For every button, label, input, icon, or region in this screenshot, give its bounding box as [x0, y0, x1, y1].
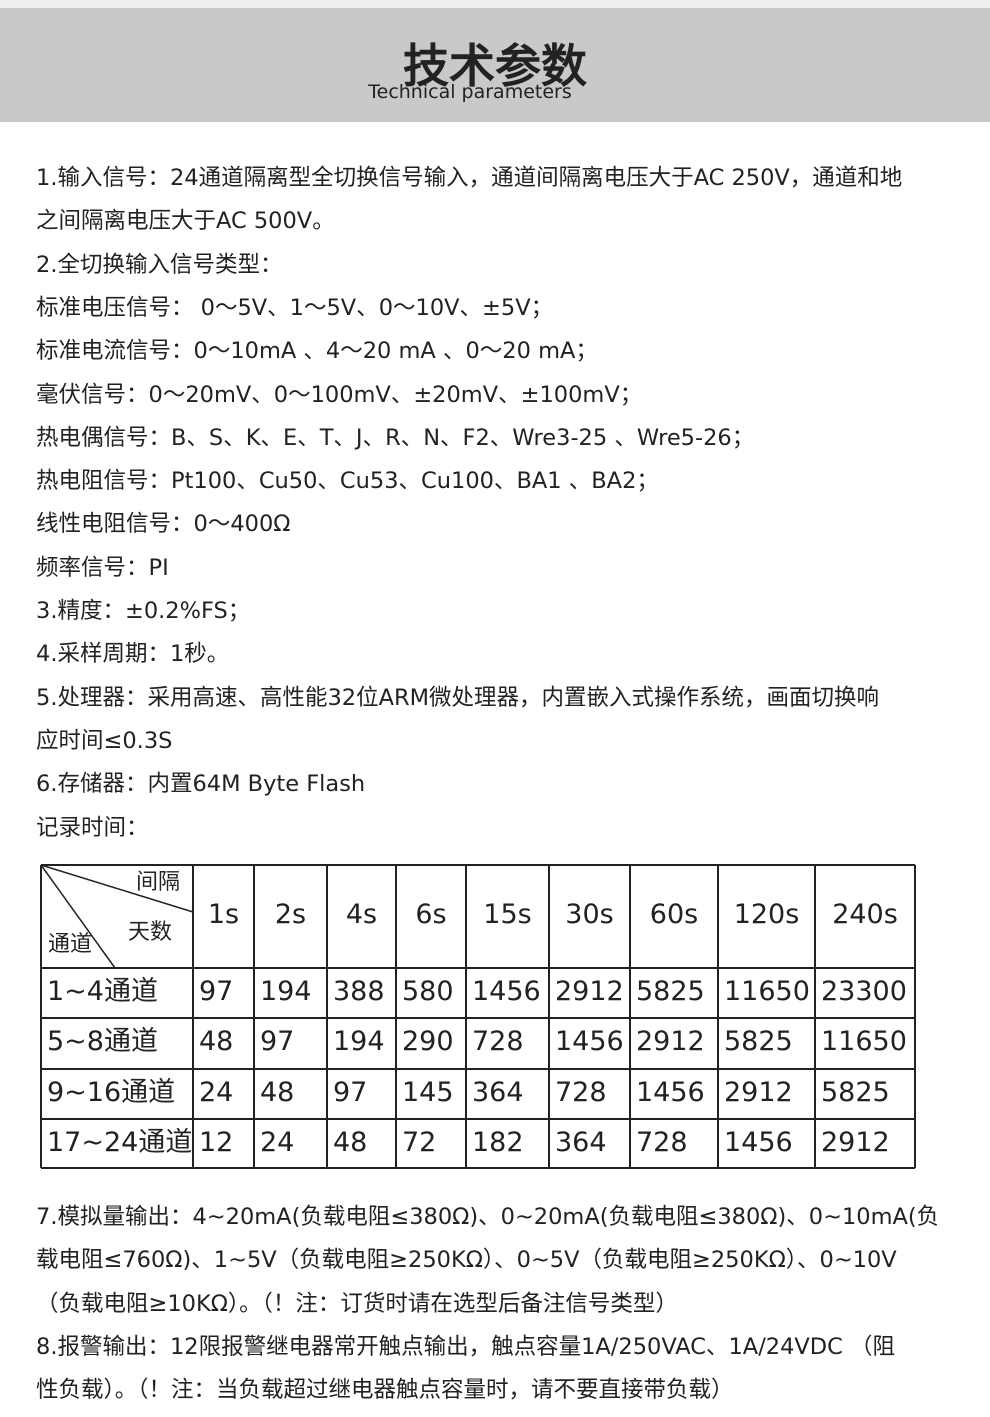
table-cell: 5825: [636, 976, 705, 1007]
text-line: 5.处理器：采用高速、高性能32位ARM微处理器，内置嵌入式操作系统，画面切换响: [36, 684, 880, 711]
table-cell: 24: [199, 1077, 234, 1108]
row-header: 1~4通道: [47, 976, 158, 1007]
table-cell: 290: [402, 1026, 454, 1057]
table-line: [40, 864, 194, 913]
text-line: 标准电压信号： 0～5V、1～5V、0～10V、±5V；: [36, 294, 554, 321]
text-line: 性负载）。（！注：当负载超过继电器触点容量时，请不要直接带负载）: [36, 1377, 734, 1404]
text-line: 频率信号：PI: [36, 554, 169, 581]
table-cell: 1456: [555, 1026, 624, 1057]
column-header: 4s: [345, 899, 378, 930]
table-cell: 23300: [821, 976, 907, 1007]
subtitle: Technical parameters: [368, 81, 572, 103]
text-line: 应时间≤0.3S: [36, 727, 173, 754]
corner-label: 间隔: [136, 870, 181, 895]
table-cell: 5825: [724, 1026, 793, 1057]
column-header: 15s: [483, 899, 532, 930]
text-line: 2.全切换输入信号类型：: [36, 251, 283, 278]
text-line: 载电阻≤760Ω)、1~5V（负载电阻≥250KΩ）、0~5V（负载电阻≥250…: [36, 1247, 897, 1274]
table-cell: 48: [199, 1026, 234, 1057]
text-line: 热电偶信号：B、S、K、E、T、J、R、N、F2、Wre3-25 、Wre5-2…: [36, 424, 755, 451]
table-cell: 24: [260, 1127, 295, 1158]
table-cell: 728: [555, 1077, 607, 1108]
text-line: 之间隔离电压大于AC 500V。: [36, 208, 335, 235]
table-cell: 194: [260, 976, 312, 1007]
column-header: 60s: [649, 899, 699, 930]
top-strip: [0, 0, 990, 8]
table-cell: 728: [636, 1127, 688, 1158]
table-cell: 2912: [555, 976, 624, 1007]
column-header: 6s: [415, 899, 447, 930]
table-cell: 11650: [724, 976, 810, 1007]
text-line: 8.报警输出：12限报警继电器常开触点输出，触点容量1A/250VAC、1A/2…: [36, 1333, 895, 1360]
column-header: 1s: [207, 899, 240, 930]
table-cell: 72: [402, 1127, 437, 1158]
table-cell: 1456: [636, 1077, 705, 1108]
table-cell: 48: [260, 1077, 295, 1108]
table-cell: 580: [402, 976, 454, 1007]
table-cell: 728: [472, 1026, 524, 1057]
table-cell: 1456: [724, 1127, 793, 1158]
table-cell: 5825: [821, 1077, 890, 1108]
table-cell: 388: [333, 976, 385, 1007]
text-line: 6.存储器：内置64M Byte Flash: [36, 771, 366, 798]
row-header: 17~24通道: [47, 1127, 193, 1158]
text-line: 记录时间：: [36, 814, 149, 841]
table-cell: 364: [472, 1077, 524, 1108]
table-cell: 97: [333, 1077, 368, 1108]
row-header: 9~16通道: [47, 1077, 176, 1108]
corner-label: 通道: [48, 932, 93, 957]
text-line: 7.模拟量输出：4~20mA(负载电阻≤380Ω)、0~20mA(负载电阻≤38…: [36, 1204, 940, 1230]
table-cell: 1456: [472, 976, 541, 1007]
text-line: 4.采样周期：1秒。: [36, 641, 230, 668]
table-cell: 194: [333, 1026, 385, 1057]
row-header: 5~8通道: [47, 1026, 158, 1057]
corner-label: 天数: [128, 920, 173, 945]
column-header: 2s: [274, 899, 307, 930]
header-band: [0, 8, 990, 122]
text-line: 毫伏信号：0～20mV、0～100mV、±20mV、±100mV；: [36, 381, 643, 408]
text-line: 标准电流信号：0～10mA 、4～20 mA 、0～20 mA；: [36, 338, 598, 365]
title: 技术参数: [403, 39, 587, 93]
table-cell: 97: [260, 1026, 295, 1057]
table-cell: 182: [472, 1127, 524, 1158]
text-line: 1.输入信号：24通道隔离型全切换信号输入，通道间隔离电压大于AC 250V，通…: [36, 165, 903, 191]
table-cell: 145: [402, 1077, 454, 1108]
table-line: [40, 864, 116, 969]
text-line: 线性电阻信号：0～400Ω: [36, 511, 291, 538]
text-line: （负载电阻≥10KΩ）。（！注：订货时请在选型后备注信号类型）: [36, 1290, 678, 1317]
column-header: 240s: [832, 899, 898, 930]
column-header: 30s: [565, 899, 614, 930]
table-cell: 12: [199, 1127, 234, 1158]
column-header: 120s: [733, 899, 800, 930]
table-cell: 2912: [821, 1127, 890, 1158]
table-cell: 48: [333, 1127, 368, 1158]
table-cell: 11650: [821, 1026, 907, 1057]
table-cell: 2912: [636, 1026, 705, 1057]
table-cell: 2912: [724, 1077, 793, 1108]
table-cell: 97: [199, 976, 234, 1007]
table-cell: 364: [555, 1127, 607, 1158]
text-line: 3.精度：±0.2%FS；: [36, 598, 251, 624]
text-line: 热电阻信号：Pt100、Cu50、Cu53、Cu100、BA1 、BA2；: [36, 468, 659, 495]
